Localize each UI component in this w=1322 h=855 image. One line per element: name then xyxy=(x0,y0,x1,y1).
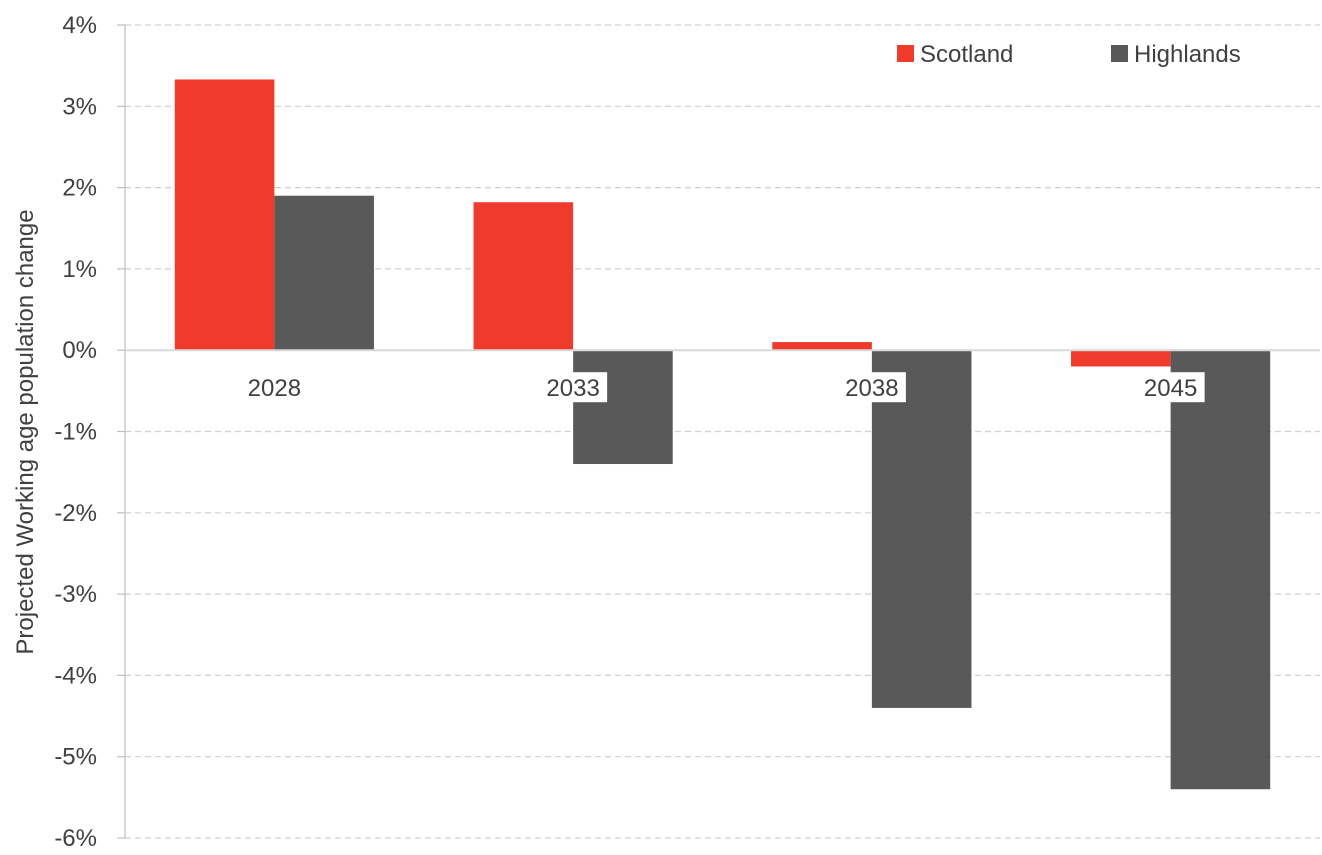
y-tick-label: -2% xyxy=(54,500,97,527)
y-tick-label: -3% xyxy=(54,581,97,608)
y-tick-label: -6% xyxy=(54,825,97,852)
legend-swatch-scotland xyxy=(897,45,914,62)
x-tick-label-bg xyxy=(240,372,309,403)
y-tick-label: 2% xyxy=(62,175,97,202)
legend-label-scotland: Scotland xyxy=(920,41,1013,68)
x-tick-label-bg xyxy=(539,372,608,403)
x-axis-labels: 2028 2033 2038 2045 xyxy=(240,372,1205,403)
x-tick-label: 2038 xyxy=(845,375,898,402)
y-axis-title: Projected Working age population change xyxy=(12,209,39,654)
y-axis: 4% 3% 2% 1% 0% -1% -2% -3% -4% -5% -6% xyxy=(54,12,126,852)
legend-label-highlands: Highlands xyxy=(1134,41,1241,68)
y-tick-label: 1% xyxy=(62,256,97,283)
bar-highlands-2045 xyxy=(1170,350,1271,790)
legend: Scotland Highlands xyxy=(897,41,1241,68)
x-tick-label: 2033 xyxy=(546,375,599,402)
bar-highlands-2033 xyxy=(573,350,673,465)
legend-swatch-highlands xyxy=(1111,45,1128,62)
y-tick-label: -4% xyxy=(54,662,97,689)
bar-scotland-2038 xyxy=(772,342,872,351)
y-tick-label: -5% xyxy=(54,744,97,771)
y-tick-label: -1% xyxy=(54,419,97,446)
grid-lines xyxy=(125,24,1320,839)
y-tick-label: 0% xyxy=(62,337,97,364)
x-tick-label: 2045 xyxy=(1144,375,1197,402)
bar-highlands-2028 xyxy=(274,195,374,351)
x-tick-label: 2028 xyxy=(248,375,301,402)
y-tick-label: 3% xyxy=(62,93,97,120)
bars xyxy=(174,79,1271,790)
bar-scotland-2045 xyxy=(1071,350,1171,367)
x-tick-label-bg xyxy=(1136,372,1205,403)
x-tick-label-bg xyxy=(837,372,906,403)
bar-highlands-2038 xyxy=(871,350,972,708)
y-tick-label: 4% xyxy=(62,12,97,39)
bar-scotland-2028 xyxy=(174,79,275,351)
bar-scotland-2033 xyxy=(473,202,574,351)
